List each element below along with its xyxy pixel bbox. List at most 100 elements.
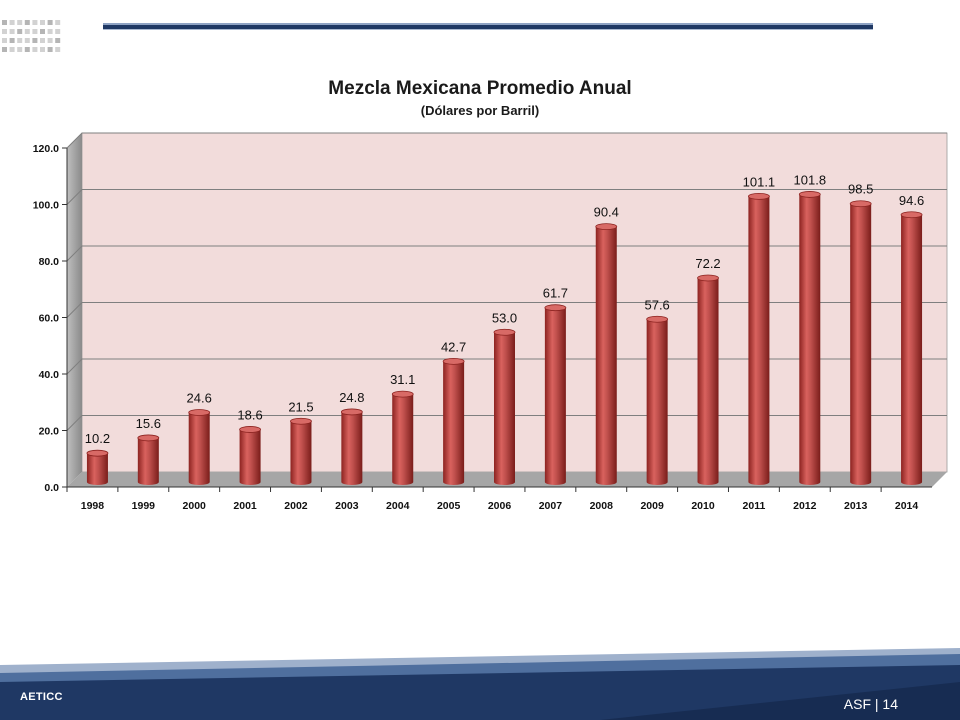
dot	[55, 20, 61, 25]
gridline	[66, 189, 947, 205]
data-label: 42.7	[441, 339, 466, 354]
bar-body	[290, 421, 312, 485]
x-tick-label: 1998	[81, 500, 105, 512]
y-tick-label: 20.0	[39, 426, 60, 438]
dot-grid-logo	[2, 20, 61, 52]
bar-2014	[900, 211, 923, 485]
y-tick-label: 120.0	[33, 143, 59, 155]
y-tick-label: 80.0	[39, 256, 60, 268]
x-tick-label: 1999	[132, 500, 156, 512]
dot	[24, 47, 30, 52]
dot	[40, 38, 45, 43]
bar-2007	[544, 304, 567, 485]
data-label: 101.8	[794, 172, 827, 187]
dot	[24, 38, 30, 43]
x-tick-label: 2002	[284, 500, 308, 512]
bar-top	[748, 192, 770, 200]
x-tick-label: 2014	[895, 500, 919, 512]
bar-2013	[849, 200, 872, 486]
y-tick-label: 100.0	[33, 200, 59, 212]
x-tick-label: 2004	[386, 500, 410, 512]
bar-top	[697, 274, 719, 282]
bar-top	[849, 200, 872, 208]
bar-body	[86, 453, 108, 485]
bar-body	[494, 332, 515, 485]
bar-top	[391, 390, 414, 398]
x-tick-label: 2013	[844, 500, 868, 512]
x-tick-label: 2012	[793, 500, 817, 512]
x-tick-label: 2000	[183, 500, 207, 512]
dot	[47, 47, 53, 52]
bar-top	[239, 426, 261, 433]
bar-top	[595, 223, 618, 231]
data-label: 94.6	[899, 193, 924, 208]
x-tick-label: 2006	[488, 500, 512, 512]
dot	[17, 29, 23, 34]
dot	[47, 38, 53, 43]
data-label: 21.5	[288, 399, 313, 414]
bar-body	[901, 214, 923, 485]
data-label: 24.6	[187, 391, 212, 406]
data-label: 53.0	[492, 310, 517, 325]
oil-price-chart: Mezcla Mexicana Promedio Anual (Dólares …	[33, 78, 948, 512]
x-tick-label: 2009	[640, 500, 664, 512]
bar-body	[392, 394, 414, 485]
bar-body	[137, 437, 159, 485]
dot	[55, 38, 61, 43]
data-label: 31.1	[390, 372, 415, 387]
bar-top	[900, 211, 923, 219]
bar-2005	[442, 357, 465, 485]
bar-top	[544, 304, 567, 312]
y-tick-label: 40.0	[39, 369, 60, 381]
dot	[24, 20, 30, 25]
bar-1998	[86, 449, 109, 485]
y-tick-label: 0.0	[44, 482, 59, 494]
dot	[47, 20, 53, 25]
dot	[47, 29, 53, 34]
bar-2003	[340, 408, 363, 485]
bar-body	[799, 194, 821, 486]
data-label: 72.2	[695, 256, 720, 271]
bar-2000	[188, 409, 211, 485]
dot	[2, 47, 7, 52]
bar-top	[646, 315, 669, 323]
dot	[32, 47, 38, 52]
dot	[2, 29, 7, 34]
x-tick-label: 2011	[743, 500, 766, 512]
plot-area: 0.0 20.0 40.0 60.0 80.0 100.0 120.0 10.2 1998 15.…	[33, 132, 948, 512]
dot	[55, 47, 61, 52]
dot	[2, 38, 7, 43]
bar-body	[697, 278, 719, 485]
bar-body	[188, 412, 210, 485]
bar-top	[137, 434, 160, 442]
dot	[40, 47, 45, 52]
bar-body	[544, 307, 566, 485]
x-tick-label: 2010	[691, 500, 715, 512]
bar-top	[798, 191, 821, 198]
bar-body	[595, 226, 617, 485]
footer-band	[0, 648, 960, 720]
x-tick-label: 2005	[437, 500, 461, 512]
gridline	[66, 132, 947, 149]
header-rule	[103, 23, 873, 30]
bar-top	[290, 417, 312, 425]
x-tick-label: 2003	[335, 500, 359, 512]
bar-2001	[239, 426, 261, 485]
bar-2010	[697, 274, 719, 485]
bar-body	[443, 361, 465, 485]
bar-2012	[798, 191, 821, 486]
bar-top	[188, 409, 211, 416]
dot	[17, 47, 23, 52]
bar-2006	[493, 328, 516, 485]
chart-subtitle: (Dólares por Barril)	[421, 103, 539, 118]
dot	[17, 38, 23, 43]
y-tick-label: 60.0	[39, 313, 60, 325]
dot	[40, 29, 45, 34]
data-label: 98.5	[848, 182, 873, 197]
x-tick-label: 2008	[590, 500, 614, 512]
bar-2004	[391, 390, 414, 485]
dot	[32, 38, 38, 43]
gridline	[66, 245, 947, 262]
dot	[9, 38, 15, 43]
bar-body	[748, 196, 770, 485]
